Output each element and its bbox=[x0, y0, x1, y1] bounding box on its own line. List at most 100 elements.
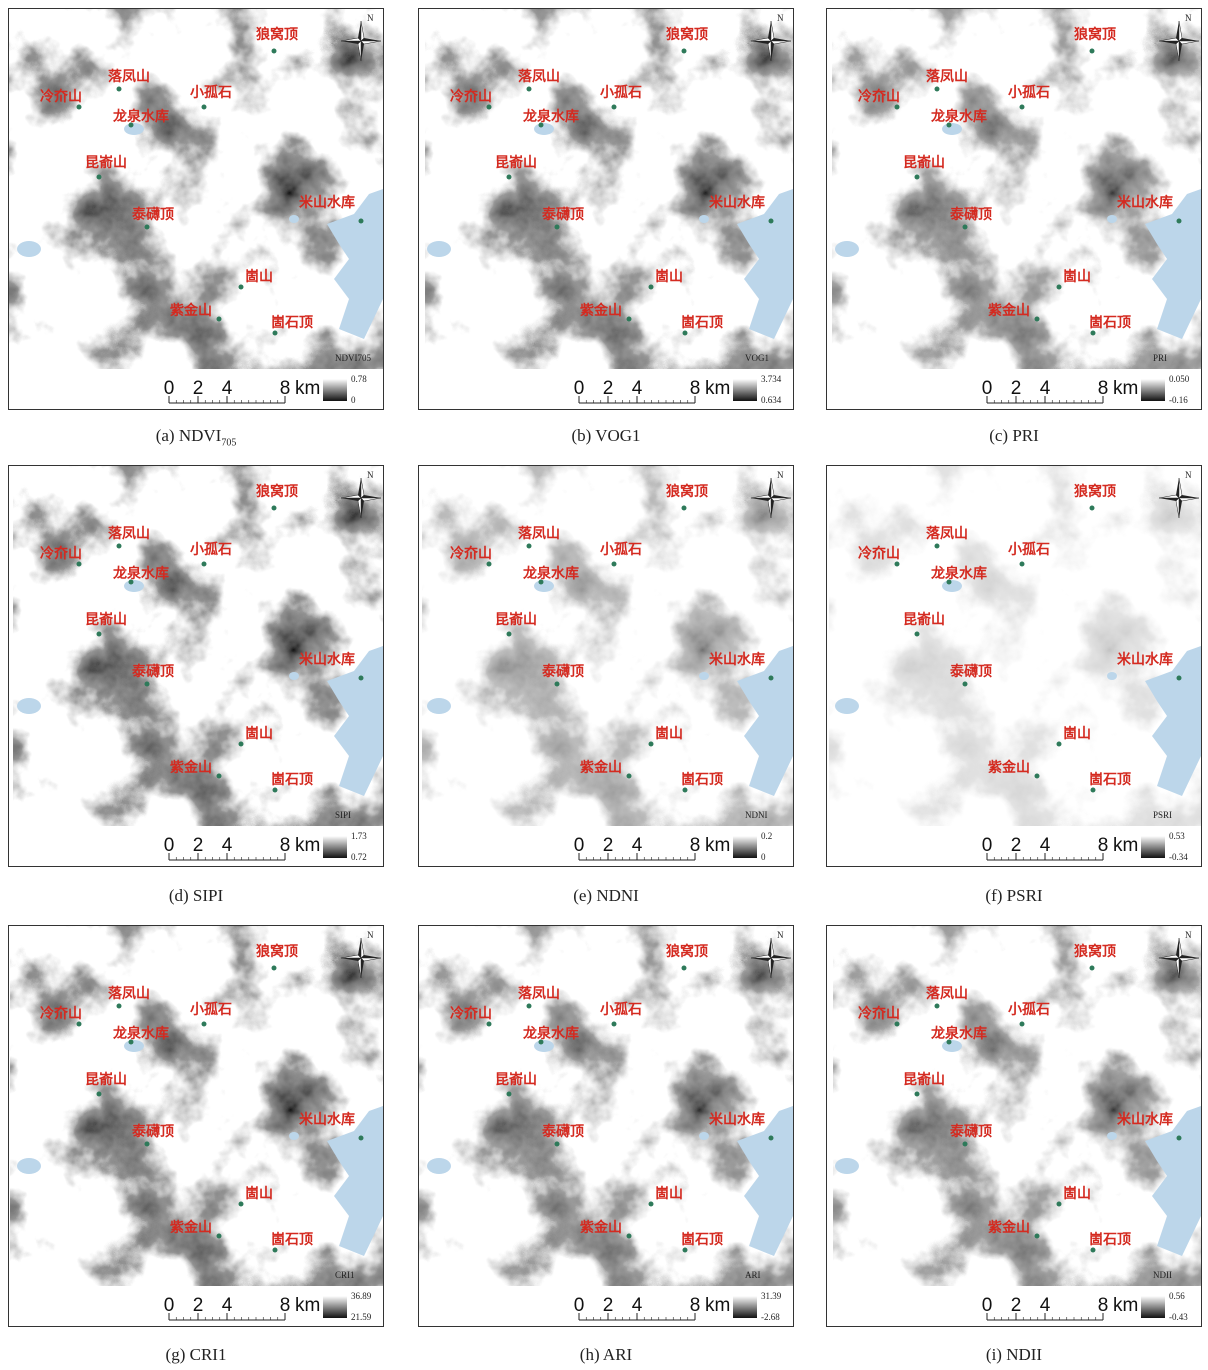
scale-label: 2 bbox=[603, 378, 614, 399]
place-name: 昆嵛山 bbox=[495, 154, 537, 171]
place-name: 崮石顶 bbox=[271, 771, 313, 788]
place-name: 冷夼山 bbox=[450, 1005, 492, 1022]
caption: (c) PRI bbox=[826, 426, 1202, 446]
place-dot bbox=[128, 579, 134, 585]
scale-label: 4 bbox=[222, 835, 233, 856]
place-name: 狼窝顶 bbox=[666, 483, 708, 500]
scale-label: 2 bbox=[1011, 1295, 1022, 1316]
place-dot bbox=[682, 787, 688, 793]
place-dot bbox=[681, 505, 687, 511]
legend-min: 0 bbox=[761, 852, 766, 862]
lake bbox=[699, 1132, 709, 1140]
caption-name: CRI1 bbox=[189, 1345, 227, 1364]
lake bbox=[289, 1132, 299, 1140]
legend-max: 0.53 bbox=[1169, 831, 1185, 841]
place-dot bbox=[201, 561, 207, 567]
place-name: 崮山 bbox=[245, 725, 273, 742]
place-dot bbox=[894, 1021, 900, 1027]
place-dot bbox=[271, 965, 277, 971]
caption: (d) SIPI bbox=[8, 886, 384, 906]
scale-unit: km bbox=[705, 378, 730, 399]
caption-letter: (g) bbox=[165, 1345, 186, 1364]
place-dot bbox=[914, 631, 920, 637]
scale-unit: km bbox=[705, 1295, 730, 1316]
place-name: 冷夼山 bbox=[40, 88, 82, 105]
place-name: 落凤山 bbox=[108, 525, 150, 542]
place-name: 小孤石 bbox=[1008, 541, 1050, 558]
place-name: 米山水库 bbox=[1117, 194, 1173, 211]
place-dot bbox=[1056, 284, 1062, 290]
scale-unit: km bbox=[295, 835, 320, 856]
place-name: 龙泉水库 bbox=[522, 1025, 579, 1042]
scale-unit: km bbox=[1113, 835, 1138, 856]
place-dot bbox=[554, 224, 560, 230]
legend-max: 0.2 bbox=[761, 831, 772, 841]
scale-label: 4 bbox=[632, 835, 643, 856]
place-dot bbox=[201, 104, 207, 110]
place-dot bbox=[116, 1003, 122, 1009]
legend-ramp bbox=[1141, 1296, 1165, 1318]
caption: (f) PSRI bbox=[826, 886, 1202, 906]
terrain bbox=[833, 926, 1201, 1286]
lake bbox=[835, 241, 859, 257]
map-panel: 狼窝顶 落凤山 冷夼山 小孤石 龙泉水库 昆嵛山 米山水库 泰礴顶 崮山 紫金山 崮石顶 N 0 2 4 8 k… bbox=[418, 8, 794, 410]
scale-label: 2 bbox=[193, 1295, 204, 1316]
place-dot bbox=[934, 1003, 940, 1009]
place-name: 狼窝顶 bbox=[1074, 26, 1116, 43]
caption: (i) NDII bbox=[826, 1345, 1202, 1365]
legend-max: 3.734 bbox=[761, 374, 782, 384]
place-dot bbox=[1176, 218, 1182, 224]
caption: (b) VOG1 bbox=[418, 426, 794, 446]
caption-name: NDII bbox=[1006, 1345, 1043, 1364]
caption-name: PRI bbox=[1012, 426, 1039, 445]
place-name: 龙泉水库 bbox=[522, 108, 579, 125]
scale-label: 4 bbox=[632, 378, 643, 399]
compass-star-light bbox=[340, 937, 382, 979]
place-dot bbox=[238, 741, 244, 747]
map-panel: 狼窝顶 落凤山 冷夼山 小孤石 龙泉水库 昆嵛山 米山水库 泰礴顶 崮山 紫金山 崮石顶 N 0 2 4 8 k… bbox=[418, 925, 794, 1327]
place-name: 龙泉水库 bbox=[930, 1025, 987, 1042]
legend-ramp bbox=[1141, 836, 1165, 858]
place-name: 紫金山 bbox=[988, 1219, 1030, 1236]
place-dot bbox=[682, 1247, 688, 1253]
place-dot bbox=[648, 741, 654, 747]
caption-name: SIPI bbox=[192, 886, 224, 905]
place-name: 狼窝顶 bbox=[666, 26, 708, 43]
place-name: 崮石顶 bbox=[271, 1231, 313, 1248]
place-dot bbox=[681, 965, 687, 971]
lake bbox=[427, 698, 451, 714]
place-dot bbox=[272, 330, 278, 336]
lake bbox=[427, 241, 451, 257]
place-dot bbox=[272, 1247, 278, 1253]
place-dot bbox=[538, 579, 544, 585]
terrain bbox=[422, 466, 793, 826]
place-dot bbox=[1034, 316, 1040, 322]
place-name: 米山水库 bbox=[299, 194, 355, 211]
reservoir bbox=[1145, 646, 1201, 796]
terrain-texture bbox=[9, 9, 383, 369]
place-dot bbox=[894, 561, 900, 567]
place-name: 崮石顶 bbox=[681, 314, 723, 331]
place-dot bbox=[626, 1233, 632, 1239]
caption: (e) NDNI bbox=[418, 886, 794, 906]
place-name: 紫金山 bbox=[580, 1219, 622, 1236]
place-dot bbox=[271, 505, 277, 511]
scale-label: 0 bbox=[574, 1295, 585, 1316]
place-name: 小孤石 bbox=[600, 1001, 642, 1018]
place-name: 崮山 bbox=[245, 1185, 273, 1202]
scale-label: 0 bbox=[574, 835, 585, 856]
legend-max: 0.56 bbox=[1169, 1291, 1185, 1301]
scale-label: 8 bbox=[280, 835, 291, 856]
compass-star-light bbox=[1158, 20, 1200, 62]
place-dot bbox=[76, 1021, 82, 1027]
terrain-texture bbox=[419, 926, 793, 1286]
lake bbox=[289, 215, 299, 223]
place-name: 泰礴顶 bbox=[541, 206, 584, 223]
place-name: 龙泉水库 bbox=[930, 565, 987, 582]
north-arrow: N bbox=[750, 13, 792, 62]
place-name: 崮山 bbox=[655, 725, 683, 742]
